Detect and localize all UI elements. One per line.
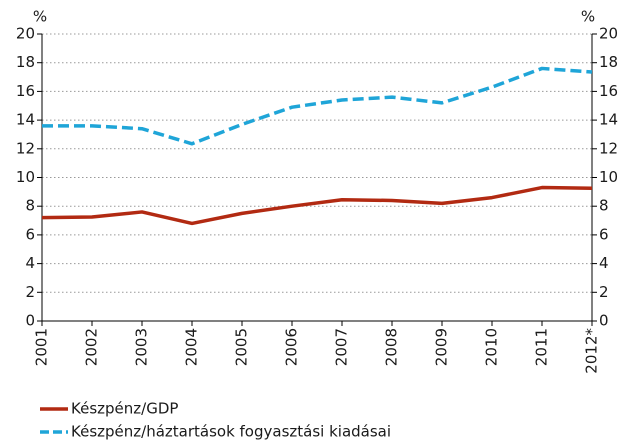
x-tick-label: 2005 [233,328,251,366]
y-tick-label: 16 [16,82,35,100]
x-tick-label: 2004 [183,328,201,366]
y2-tick-label: 20 [599,25,618,43]
y-tick-label: 12 [16,139,35,157]
y-tick-label: 10 [16,168,35,186]
x-tick-label: 2007 [333,328,351,366]
x-tick-label: 2012* [583,328,601,374]
y2-tick-label: 4 [599,254,609,272]
y-tick-label: 14 [16,111,35,129]
y-tick-label: 2 [25,283,35,301]
series-line [42,66,593,146]
x-tick-label: 2011 [533,328,551,366]
x-tick-label: 2006 [283,328,301,366]
x-tick-label: 2002 [83,328,101,366]
y-tick-label: 8 [25,197,35,215]
y-tick-label: 6 [25,225,35,243]
y-tick-label: 4 [25,254,35,272]
y2-tick-label: 18 [599,53,618,71]
series-line [41,185,593,226]
y2-tick-label: 2 [599,283,609,301]
legend-label: Készpénz/GDP [71,400,178,418]
y2-tick-label: 12 [599,139,618,157]
y2-axis-label: % [581,8,595,26]
y-axis-label: % [33,8,47,26]
legend-label: Készpénz/háztartások fogyasztási kiadása… [71,423,391,441]
y2-tick-label: 0 [599,312,609,330]
x-tick-label: 2003 [133,328,151,366]
x-tick-label: 2010 [483,328,501,366]
y-tick-label: 0 [25,312,35,330]
y2-tick-label: 6 [599,225,609,243]
y-tick-label: 20 [16,25,35,43]
y2-tick-label: 10 [599,168,618,186]
y2-tick-label: 16 [599,82,618,100]
x-tick-label: 2001 [33,328,51,366]
y-tick-label: 18 [16,53,35,71]
x-tick-label: 2009 [433,328,451,366]
y2-tick-label: 8 [599,197,609,215]
x-tick-label: 2008 [383,328,401,366]
y2-tick-label: 14 [599,111,618,129]
